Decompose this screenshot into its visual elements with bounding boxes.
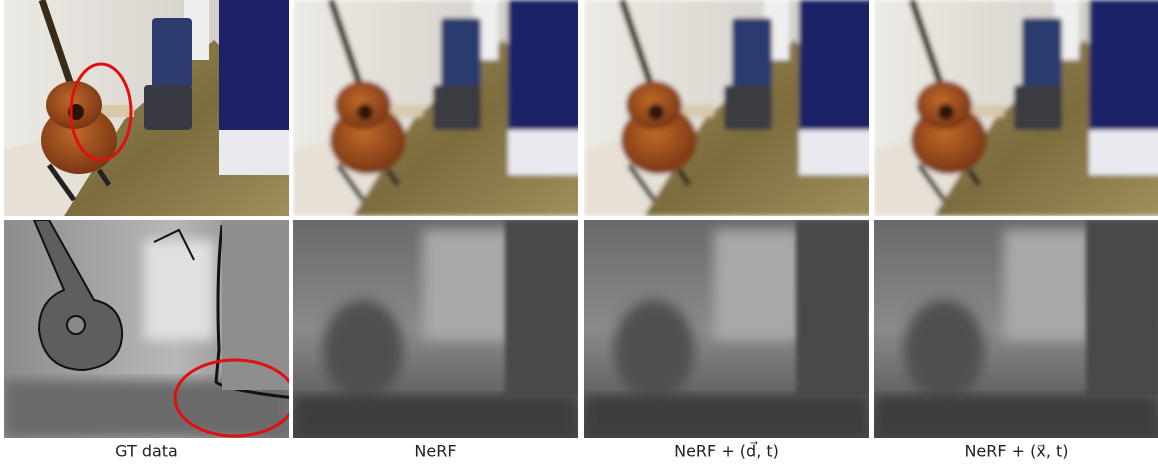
sound-hole (938, 104, 954, 120)
basket (732, 18, 772, 88)
guitar-depth (323, 300, 403, 400)
bed-base (219, 130, 294, 175)
depth-content (4, 220, 295, 438)
photo-panel (4, 0, 294, 216)
bed-depth (505, 220, 580, 395)
floor-near (874, 395, 1158, 438)
depth-panel (293, 220, 580, 438)
sound-hole (357, 104, 373, 120)
photo-content (584, 0, 874, 216)
depth-content (293, 220, 580, 438)
floor-near (293, 395, 578, 438)
bed (1089, 0, 1158, 140)
photo-panel (293, 0, 583, 216)
caption: GT data (115, 442, 178, 461)
clothes (1014, 85, 1062, 130)
depth-content (874, 220, 1158, 438)
bed-base (799, 130, 874, 175)
floor-near (584, 395, 869, 438)
photo-panel (874, 0, 1158, 216)
basket (441, 18, 481, 88)
caption: NeRF + (x⃗, t) (964, 442, 1068, 461)
depth-content (584, 220, 871, 438)
sound-hole (648, 104, 664, 120)
bright-area (1004, 230, 1094, 340)
bed-base (508, 130, 583, 175)
depth-panel (4, 220, 295, 438)
bed (219, 0, 294, 140)
bed (799, 0, 874, 140)
clothes (433, 85, 481, 130)
caption: NeRF + (d⃗, t) (674, 441, 779, 461)
depth-panel (584, 220, 871, 438)
clothes (724, 85, 772, 130)
photo-content (874, 0, 1158, 216)
figure: GT data NeRF NeRF + (d⃗, t) NeRF + (x⃗, t) (0, 0, 1158, 468)
bed-depth (1086, 220, 1158, 395)
basket (152, 18, 192, 88)
bed-base (1089, 130, 1158, 175)
guitar-depth (614, 300, 694, 400)
photo-content (4, 0, 294, 216)
photo-panel (584, 0, 874, 216)
clothes (144, 85, 192, 130)
bright-area (714, 230, 804, 340)
hole-depth (67, 316, 85, 334)
photo-content (293, 0, 583, 216)
depth-panel (874, 220, 1158, 438)
bed (508, 0, 583, 140)
caption: NeRF (414, 442, 456, 461)
bed-depth (222, 220, 292, 390)
guitar-depth (904, 300, 984, 400)
bright-area (144, 240, 214, 340)
basket (1022, 18, 1062, 88)
bed-depth (796, 220, 871, 395)
bright-area (423, 230, 513, 340)
